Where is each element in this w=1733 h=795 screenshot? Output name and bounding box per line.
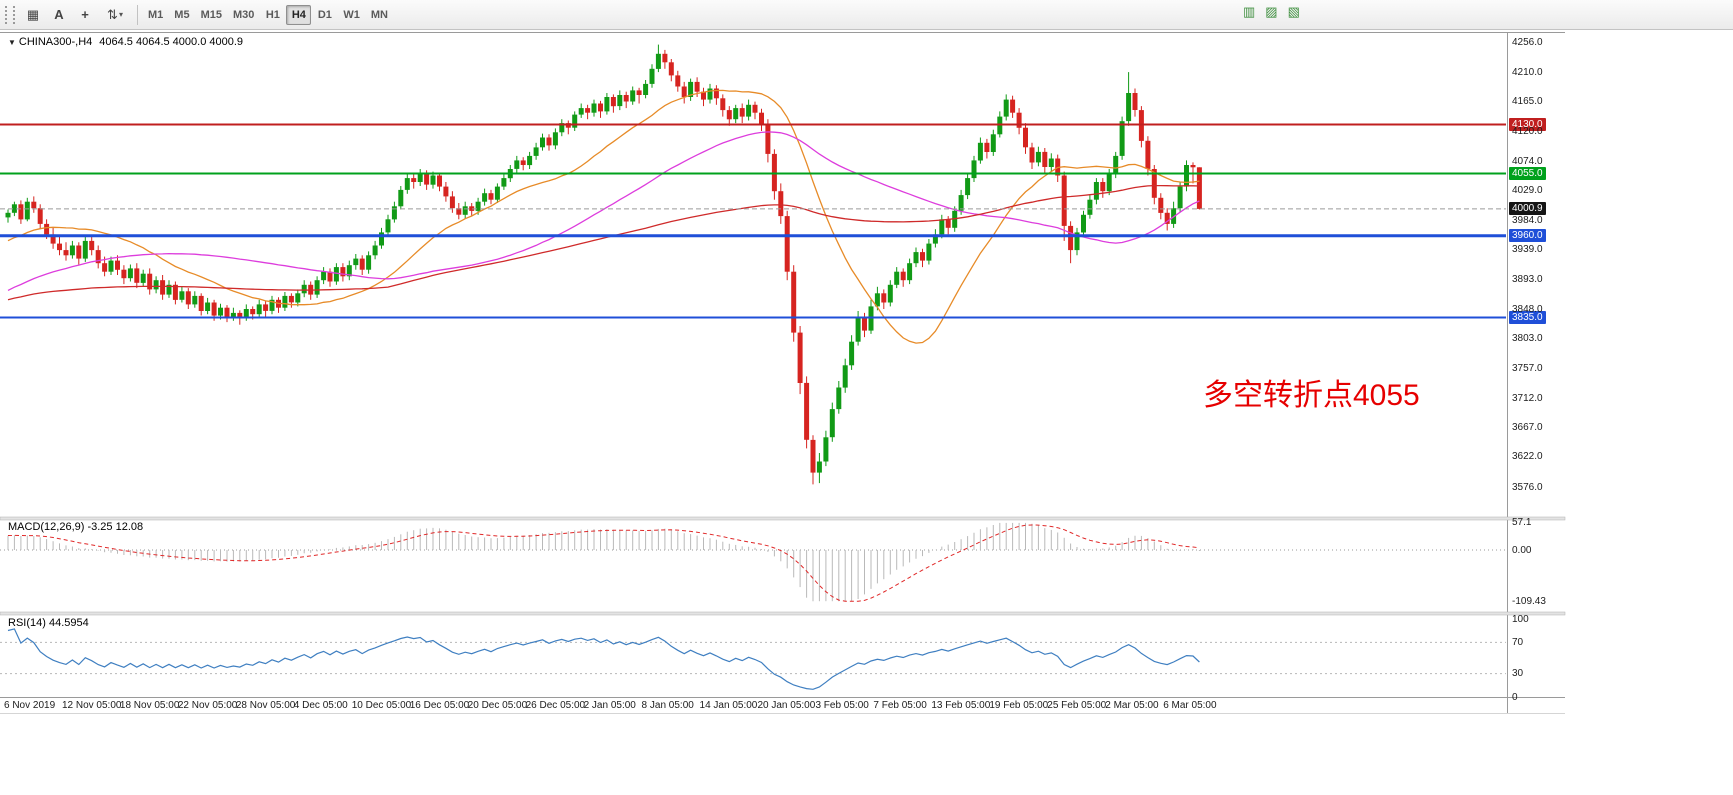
arrows-icon: ⇅ bbox=[107, 6, 118, 22]
arrange-button[interactable]: ⇅ ▾ bbox=[98, 4, 132, 26]
rsi-panel[interactable] bbox=[0, 616, 1506, 697]
timeframe-toolbar: M1 M5 M15 M30 H1 H4 D1 W1 MN bbox=[143, 4, 393, 25]
timeframe-button-w1[interactable]: W1 bbox=[338, 5, 365, 25]
time-axis-label: 12 Nov 05:00 bbox=[61, 700, 122, 711]
time-axis-label: 13 Feb 05:00 bbox=[931, 700, 991, 711]
price-axis-label: 4074.0 bbox=[1512, 155, 1543, 167]
price-axis-label: 3712.0 bbox=[1512, 392, 1543, 404]
time-axis-label: 28 Nov 05:00 bbox=[235, 700, 296, 711]
macd-axis-label: 57.1 bbox=[1512, 517, 1532, 529]
price-level-badge: 4055.0 bbox=[1509, 167, 1546, 181]
toolbar: ▦ A + ⇅ ▾ M1 M5 M15 M30 H1 H4 D1 W1 MN ▥ ▨ ▧ bbox=[0, 0, 1733, 30]
toolbar-right-icons: ▥ ▨ ▧ bbox=[1243, 4, 1300, 20]
time-axis-label: 25 Feb 05:00 bbox=[1047, 700, 1107, 711]
rsi-title: RSI(14) 44.5954 bbox=[8, 617, 89, 629]
time-axis-label: 7 Feb 05:00 bbox=[873, 700, 927, 711]
time-axis-label: 2 Jan 05:00 bbox=[583, 700, 636, 711]
time-axis-label: 6 Mar 05:00 bbox=[1163, 700, 1217, 711]
symbol-dropdown-icon[interactable]: ▼ bbox=[8, 38, 16, 47]
time-axis-label: 2 Mar 05:00 bbox=[1105, 700, 1159, 711]
timeframe-button-m1[interactable]: M1 bbox=[143, 5, 168, 25]
symbol-period-label: CHINA300-,H4 bbox=[18, 36, 93, 48]
time-axis-label: 19 Feb 05:00 bbox=[989, 700, 1049, 711]
text-label-button[interactable]: A bbox=[46, 4, 72, 26]
time-axis-label: 3 Feb 05:00 bbox=[815, 700, 869, 711]
macd-axis-label: -109.43 bbox=[1512, 595, 1546, 607]
rsi-axis-label: 30 bbox=[1512, 668, 1524, 680]
time-axis-label: 10 Dec 05:00 bbox=[351, 700, 412, 711]
data-window-icon[interactable]: ▧ bbox=[1287, 4, 1300, 19]
toolbar-grip[interactable] bbox=[5, 5, 15, 24]
time-axis-label: 22 Nov 05:00 bbox=[177, 700, 238, 711]
macd-panel[interactable] bbox=[0, 521, 1506, 611]
price-axis-label: 3803.0 bbox=[1512, 332, 1543, 344]
price-axis-label: 3576.0 bbox=[1512, 481, 1543, 493]
price-axis-label: 3984.0 bbox=[1512, 214, 1543, 226]
price-level-badge: 3960.0 bbox=[1509, 229, 1546, 243]
time-axis-label: 26 Dec 05:00 bbox=[525, 700, 586, 711]
new-chart-icon[interactable]: ▨ bbox=[1265, 4, 1278, 19]
price-axis-label: 3893.0 bbox=[1512, 274, 1543, 286]
letter-a-icon: A bbox=[54, 7, 64, 22]
price-axis-label: 4210.0 bbox=[1512, 66, 1543, 78]
time-axis-label: 14 Jan 05:00 bbox=[699, 700, 758, 711]
timeframe-button-h4[interactable]: H4 bbox=[286, 4, 312, 25]
price-axis-label: 4256.0 bbox=[1512, 36, 1543, 48]
ohlc-readout: 4064.5 4064.5 4000.0 4000.9 bbox=[99, 36, 244, 48]
macd-axis-label: 0.00 bbox=[1512, 544, 1532, 556]
price-axis-label: 4165.0 bbox=[1512, 96, 1543, 108]
price-axis-label: 4029.0 bbox=[1512, 185, 1543, 197]
annotation-text: 多空转折点4055 bbox=[1203, 379, 1420, 412]
price-axis-label: 3667.0 bbox=[1512, 421, 1543, 433]
grid-icon: ▦ bbox=[26, 6, 40, 22]
rsi-axis-label: 100 bbox=[1512, 613, 1529, 625]
price-axis-label: 3757.0 bbox=[1512, 363, 1543, 375]
rsi-axis-label: 0 bbox=[1512, 691, 1518, 703]
time-axis-label: 20 Dec 05:00 bbox=[467, 700, 528, 711]
main-chart-panel[interactable] bbox=[0, 33, 1506, 517]
price-level-badge: 4130.0 bbox=[1509, 117, 1546, 131]
chart-title: ▼ CHINA300-,H4 4064.5 4064.5 4000.0 4000.9 bbox=[8, 36, 243, 48]
time-axis-label: 4 Dec 05:00 bbox=[293, 700, 348, 711]
price-level-badge: 3835.0 bbox=[1509, 311, 1546, 324]
price-axis-label: 3939.0 bbox=[1512, 243, 1543, 255]
timeframe-button-d1[interactable]: D1 bbox=[312, 5, 337, 25]
time-axis-label: 18 Nov 05:00 bbox=[119, 700, 180, 711]
time-axis-label: 20 Jan 05:00 bbox=[757, 700, 816, 711]
time-axis-label: 8 Jan 05:00 bbox=[641, 700, 694, 711]
timeframe-button-h1[interactable]: H1 bbox=[260, 5, 285, 25]
price-axis-label: 4120.0 bbox=[1512, 125, 1543, 137]
price-axis-label: 3622.0 bbox=[1512, 451, 1543, 463]
time-axis-label: 16 Dec 05:00 bbox=[409, 700, 470, 711]
rsi-axis-label: 70 bbox=[1512, 636, 1524, 648]
time-axis-label: 6 Nov 2019 bbox=[4, 700, 56, 711]
market-watch-button[interactable]: ▦ bbox=[20, 4, 46, 26]
timeframe-button-mn[interactable]: MN bbox=[366, 5, 393, 25]
macd-title: MACD(12,26,9) -3.25 12.08 bbox=[8, 521, 144, 533]
tile-windows-icon[interactable]: ▥ bbox=[1243, 4, 1256, 19]
timeframe-button-m15[interactable]: M15 bbox=[196, 5, 227, 25]
price-axis-label: 3848.0 bbox=[1512, 303, 1543, 315]
toolbar-separator bbox=[137, 4, 138, 25]
crosshair-button[interactable]: + bbox=[72, 4, 98, 26]
current-price-badge: 4000.9 bbox=[1509, 202, 1546, 216]
timeframe-button-m5[interactable]: M5 bbox=[169, 5, 194, 25]
chevron-down-icon: ▾ bbox=[118, 10, 123, 19]
crosshair-icon: + bbox=[81, 7, 89, 22]
timeframe-button-m30[interactable]: M30 bbox=[228, 5, 259, 25]
